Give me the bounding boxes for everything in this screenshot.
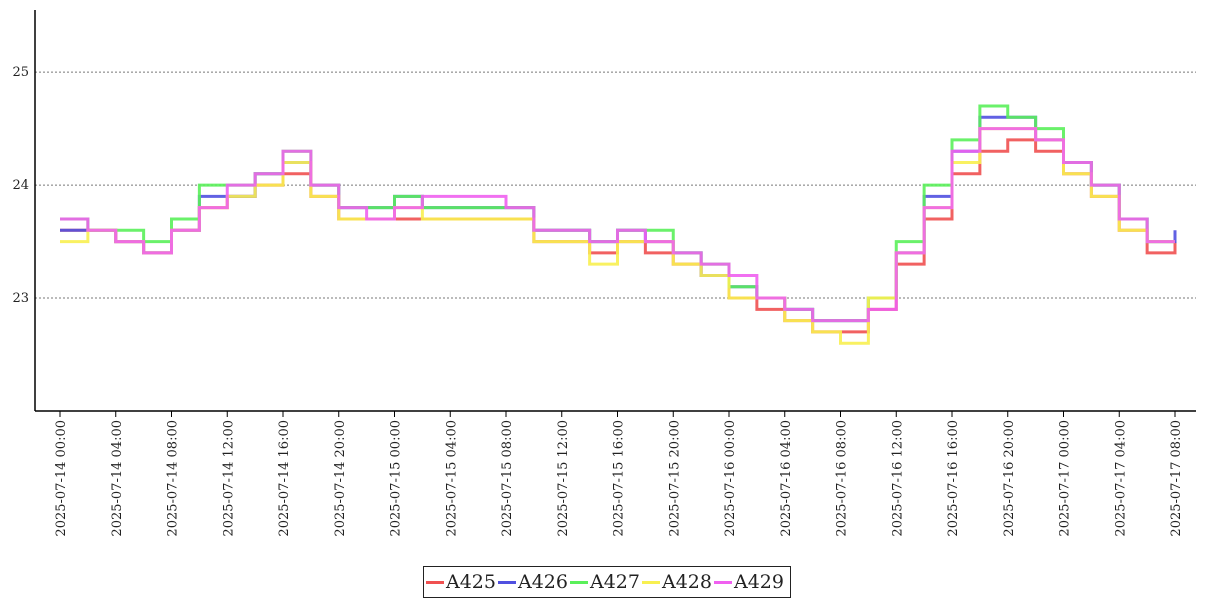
legend-item: A428 [642, 571, 712, 593]
legend-label: A426 [518, 571, 568, 593]
x-tick-label: 2025-07-14 20:00 [333, 420, 348, 537]
legend-swatch [426, 580, 444, 584]
x-tick-label: 2025-07-16 08:00 [835, 420, 850, 537]
series-lines [60, 104, 1177, 345]
y-axis-ticks: 23 24 25 [12, 65, 29, 306]
legend-swatch [570, 580, 588, 584]
legend-label: A427 [590, 571, 640, 593]
legend-label: A425 [446, 571, 496, 593]
x-tick-label: 2025-07-17 04:00 [1113, 420, 1128, 537]
legend-label: A429 [734, 571, 784, 593]
legend-swatch [642, 580, 660, 584]
series-line-a427 [60, 104, 1175, 323]
legend-swatch [498, 580, 516, 584]
y-tick-label: 24 [12, 178, 29, 193]
legend-label: A428 [662, 571, 712, 593]
x-axis-ticks: 2025-07-14 00:00 2025-07-14 04:00 2025-07-… [54, 411, 1184, 537]
x-tick-label: 2025-07-15 00:00 [389, 420, 404, 537]
x-tick-label: 2025-07-16 04:00 [779, 420, 794, 537]
x-tick-label: 2025-07-16 16:00 [946, 420, 961, 537]
legend-swatch [714, 580, 732, 584]
x-tick-label: 2025-07-17 00:00 [1058, 420, 1073, 537]
x-tick-label: 2025-07-14 12:00 [221, 420, 236, 537]
x-tick-label: 2025-07-15 08:00 [500, 420, 515, 537]
x-tick-label: 2025-07-15 12:00 [556, 420, 571, 537]
x-tick-label: 2025-07-14 16:00 [277, 420, 292, 537]
x-tick-label: 2025-07-16 00:00 [723, 420, 738, 537]
x-tick-label: 2025-07-15 04:00 [444, 420, 459, 537]
legend-item: A426 [498, 571, 568, 593]
legend-item: A429 [714, 571, 784, 593]
legend: A425 A426 A427 A428 A429 [423, 566, 791, 598]
y-tick-label: 23 [12, 291, 29, 306]
series-line-a429 [60, 127, 1175, 323]
x-tick-label: 2025-07-17 08:00 [1169, 420, 1184, 537]
x-tick-label: 2025-07-15 20:00 [667, 420, 682, 537]
x-tick-label: 2025-07-14 00:00 [54, 420, 69, 537]
legend-item: A427 [570, 571, 640, 593]
x-tick-label: 2025-07-15 16:00 [612, 420, 627, 537]
x-tick-label: 2025-07-16 12:00 [890, 420, 905, 537]
x-tick-label: 2025-07-14 08:00 [166, 420, 181, 537]
x-tick-label: 2025-07-16 20:00 [1002, 420, 1017, 537]
y-tick-label: 25 [12, 65, 29, 80]
legend-item: A425 [426, 571, 496, 593]
x-tick-label: 2025-07-14 04:00 [110, 420, 125, 537]
